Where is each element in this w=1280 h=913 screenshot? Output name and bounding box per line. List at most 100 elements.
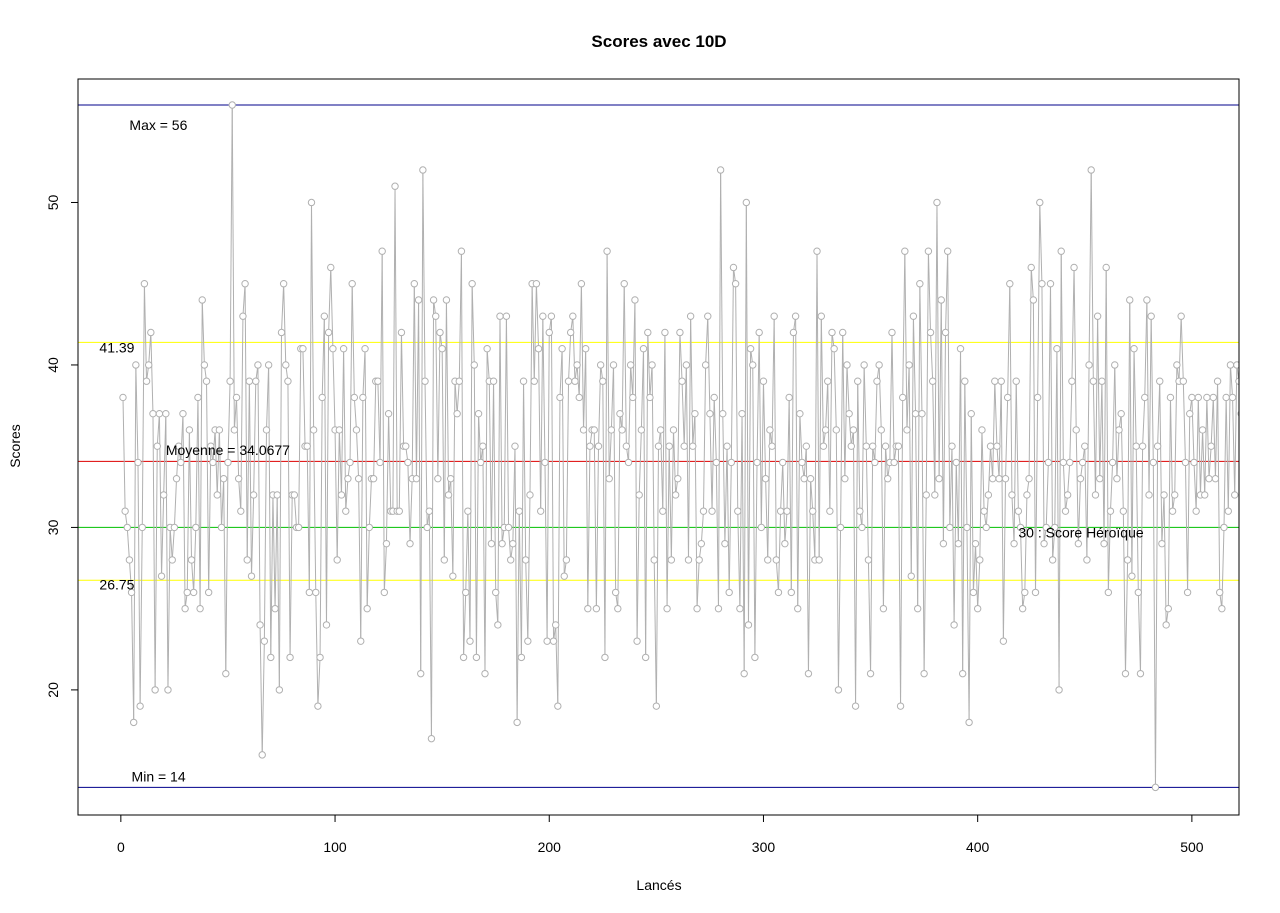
series-segment — [651, 364, 655, 560]
series-segment — [161, 494, 165, 577]
data-point — [828, 328, 836, 337]
data-point — [275, 686, 284, 694]
series-segment — [857, 381, 861, 512]
data-point — [1151, 783, 1160, 792]
series-segment — [752, 364, 756, 658]
data-point — [809, 507, 817, 515]
chart-title: Scores avec 10D — [591, 32, 726, 51]
data-point — [931, 491, 939, 499]
series-segment — [655, 446, 659, 707]
data-point — [412, 474, 421, 483]
series-segment — [540, 316, 544, 512]
data-point — [753, 458, 761, 467]
data-point — [335, 426, 344, 434]
data-point — [1156, 377, 1164, 385]
data-point — [459, 653, 468, 662]
data-point — [1192, 507, 1200, 515]
data-point — [719, 409, 727, 418]
series-segment — [771, 316, 775, 447]
series-segment — [152, 413, 156, 690]
series-segment — [428, 511, 432, 739]
data-point — [1153, 442, 1162, 450]
series-segment — [1131, 348, 1135, 577]
series-segment — [514, 446, 518, 723]
series-segment — [1058, 251, 1062, 690]
series-segment — [1045, 462, 1049, 528]
series-segment — [302, 348, 306, 447]
data-point — [877, 426, 885, 434]
series-segment — [308, 202, 312, 593]
data-point — [708, 507, 716, 515]
data-point — [800, 474, 808, 483]
data-point — [766, 426, 774, 434]
y-tick-label: 40 — [45, 357, 61, 373]
data-point — [434, 474, 442, 483]
series-segment — [664, 332, 668, 609]
series-segment — [957, 348, 962, 544]
series-segment — [799, 413, 803, 463]
data-point — [187, 556, 196, 564]
series-segment — [921, 413, 925, 674]
series-segment — [420, 169, 424, 674]
series-segment — [287, 381, 291, 658]
series-segment — [878, 364, 882, 430]
x-tick-label: 400 — [966, 839, 990, 855]
series-segment — [520, 381, 525, 658]
series-segment — [865, 446, 869, 560]
data-point — [144, 361, 153, 369]
series-segment — [1105, 267, 1109, 593]
y-axis-label: Scores — [7, 424, 23, 468]
series-segment — [816, 251, 820, 560]
data-point — [896, 702, 905, 710]
series-segment — [608, 429, 612, 479]
data-point — [429, 296, 438, 304]
data-point — [796, 409, 804, 418]
series-segment — [1007, 283, 1011, 398]
series-segment — [154, 446, 158, 690]
series-segment — [409, 478, 413, 544]
data-point — [644, 328, 652, 337]
series-segment — [499, 316, 503, 544]
data-point — [691, 409, 699, 418]
data-point — [444, 491, 453, 499]
series-segment — [863, 364, 867, 447]
series-segment — [460, 251, 465, 658]
data-point — [123, 523, 131, 532]
data-point — [573, 361, 581, 369]
series-segment — [617, 413, 621, 609]
series-segment — [807, 478, 812, 674]
data-point — [958, 669, 967, 678]
series-segment — [602, 381, 606, 658]
data-point — [136, 702, 144, 710]
series-segment — [908, 364, 912, 577]
data-point — [1136, 669, 1145, 678]
series-segment — [745, 202, 749, 625]
series-segment — [758, 332, 762, 528]
data-point — [693, 604, 701, 613]
series-segment — [1248, 414, 1250, 430]
data-point — [378, 247, 386, 255]
data-point — [626, 361, 635, 369]
series-segment — [1109, 462, 1114, 512]
series-segment — [216, 429, 220, 495]
data-point — [571, 377, 579, 385]
data-point — [866, 669, 875, 678]
data-point — [714, 604, 723, 613]
series-segment — [955, 462, 959, 544]
series-segment — [874, 381, 878, 463]
data-point — [633, 637, 641, 645]
data-point — [294, 523, 303, 532]
data-point — [532, 280, 541, 288]
data-point — [652, 702, 661, 710]
data-point — [421, 377, 429, 385]
series-segment — [533, 283, 537, 382]
series-segment — [186, 429, 190, 593]
series-segment — [966, 527, 970, 723]
series-segment — [1035, 397, 1039, 593]
data-point — [369, 474, 378, 483]
data-point — [1074, 539, 1083, 548]
series-segment — [833, 348, 837, 430]
series-segment — [340, 348, 345, 495]
data-point — [1036, 198, 1044, 207]
data-point — [1226, 361, 1235, 369]
